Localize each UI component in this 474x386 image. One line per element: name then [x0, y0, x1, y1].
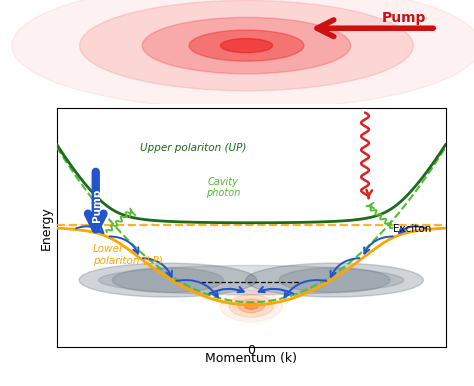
Text: Pump: Pump	[92, 188, 102, 222]
Text: 0: 0	[247, 344, 255, 357]
Ellipse shape	[238, 299, 264, 313]
Ellipse shape	[189, 30, 304, 61]
Y-axis label: Energy: Energy	[40, 206, 53, 250]
Ellipse shape	[80, 0, 413, 91]
Ellipse shape	[229, 295, 273, 317]
Ellipse shape	[142, 17, 351, 74]
Text: Exciton: Exciton	[393, 224, 431, 234]
Ellipse shape	[79, 263, 257, 297]
Text: Cavity
photon: Cavity photon	[206, 176, 241, 198]
Ellipse shape	[246, 263, 423, 297]
Ellipse shape	[112, 268, 223, 293]
Text: Lower
polariton (LP): Lower polariton (LP)	[93, 244, 163, 266]
Ellipse shape	[220, 39, 273, 52]
Ellipse shape	[99, 266, 404, 295]
Ellipse shape	[245, 303, 258, 309]
Text: Upper polariton (UP): Upper polariton (UP)	[140, 143, 246, 153]
Ellipse shape	[220, 290, 283, 322]
Ellipse shape	[279, 268, 390, 293]
Ellipse shape	[12, 0, 474, 109]
Text: Pump: Pump	[382, 11, 427, 25]
X-axis label: Momentum (k): Momentum (k)	[205, 352, 297, 364]
